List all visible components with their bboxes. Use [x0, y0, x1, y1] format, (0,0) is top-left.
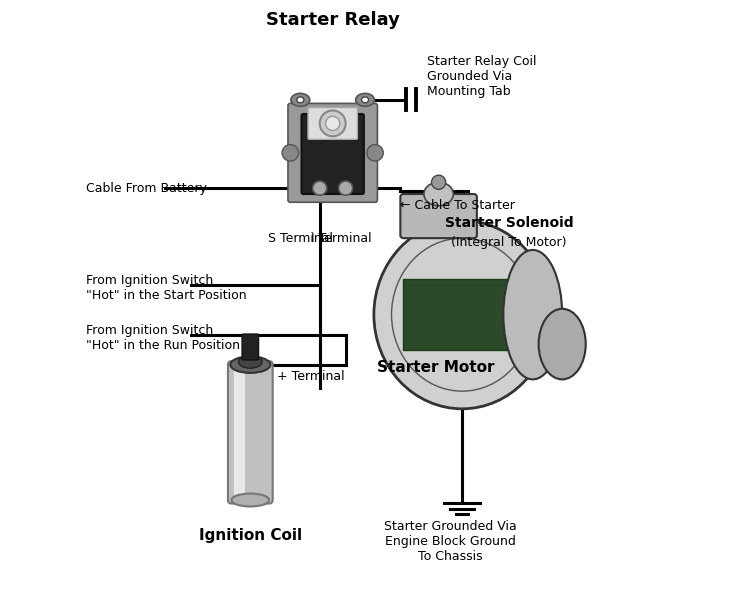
Ellipse shape — [424, 182, 453, 206]
Text: I Terminal: I Terminal — [311, 232, 372, 245]
Text: From Ignition Switch
"Hot" in the Run Position: From Ignition Switch "Hot" in the Run Po… — [85, 324, 239, 352]
Ellipse shape — [355, 93, 375, 106]
Text: ← Cable To Starter: ← Cable To Starter — [400, 200, 515, 212]
Bar — [403, 279, 521, 350]
Text: Starter Relay Coil
Grounded Via
Mounting Tab: Starter Relay Coil Grounded Via Mounting… — [427, 55, 537, 98]
Text: (Integral To Motor): (Integral To Motor) — [451, 236, 567, 249]
Ellipse shape — [230, 356, 270, 373]
FancyBboxPatch shape — [308, 108, 358, 140]
Text: Starter Motor: Starter Motor — [377, 360, 495, 375]
Circle shape — [282, 144, 299, 161]
Ellipse shape — [361, 97, 369, 103]
Text: Cable From Battery: Cable From Battery — [85, 182, 206, 195]
FancyBboxPatch shape — [234, 369, 245, 495]
Text: From Ignition Switch
"Hot" in the Start Position: From Ignition Switch "Hot" in the Start … — [85, 274, 246, 302]
Circle shape — [319, 110, 346, 137]
Ellipse shape — [232, 494, 269, 507]
FancyBboxPatch shape — [400, 194, 477, 238]
Text: Ignition Coil: Ignition Coil — [199, 528, 302, 543]
FancyBboxPatch shape — [302, 114, 364, 194]
Ellipse shape — [539, 309, 586, 380]
Circle shape — [325, 116, 340, 131]
Ellipse shape — [238, 355, 262, 368]
Circle shape — [367, 144, 383, 161]
Circle shape — [431, 175, 446, 189]
Circle shape — [339, 181, 353, 195]
Ellipse shape — [297, 97, 304, 103]
Text: S Terminal: S Terminal — [268, 232, 333, 245]
Text: Starter Relay: Starter Relay — [266, 11, 400, 29]
FancyBboxPatch shape — [288, 103, 378, 203]
Text: Starter Solenoid: Starter Solenoid — [445, 216, 573, 230]
Text: + Terminal: + Terminal — [277, 370, 344, 383]
Ellipse shape — [291, 93, 310, 106]
Circle shape — [313, 181, 327, 195]
FancyBboxPatch shape — [242, 334, 258, 360]
Ellipse shape — [374, 220, 551, 409]
FancyBboxPatch shape — [228, 361, 272, 504]
Text: Starter Grounded Via
Engine Block Ground
To Chassis: Starter Grounded Via Engine Block Ground… — [384, 520, 517, 563]
Ellipse shape — [503, 250, 562, 380]
